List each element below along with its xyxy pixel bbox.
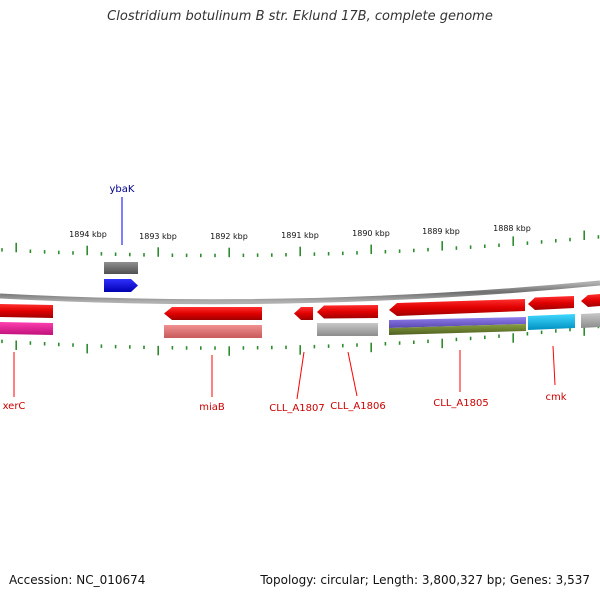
CLL_A1806-annotation-block[interactable] — [317, 323, 378, 336]
ruler-label-1894: 1894 kbp — [69, 230, 107, 239]
genome-stats-text: Topology: circular; Length: 3,800,327 bp… — [260, 573, 590, 587]
cmk-gene-arrow[interactable] — [528, 296, 574, 310]
miaB-gene-arrow[interactable] — [164, 307, 262, 320]
cmk-leader-line — [552, 345, 556, 386]
edge-gene-arrow[interactable] — [581, 294, 600, 307]
CLL_A1805-gene-arrow[interactable] — [389, 299, 525, 316]
cmk-label[interactable]: cmk — [545, 392, 566, 403]
CLL_A1805-annotation-block-2[interactable] — [389, 324, 526, 335]
accession-text: Accession: NC_010674 — [9, 573, 146, 587]
genome-backbone — [0, 280, 600, 305]
ruler-label-1892: 1892 kbp — [210, 232, 248, 241]
ybaK-annotation-block[interactable] — [104, 262, 138, 274]
CLL_A1806-leader-line — [347, 351, 358, 397]
cmk-annotation-block[interactable] — [528, 314, 575, 330]
CLL_A1807-label[interactable]: CLL_A1807 — [269, 403, 324, 414]
ybaK-gene-arrow[interactable] — [104, 279, 138, 292]
CLL_A1805-label[interactable]: CLL_A1805 — [433, 398, 488, 409]
ruler-label-1891: 1891 kbp — [281, 231, 319, 240]
miaB-label[interactable]: miaB — [199, 402, 225, 413]
xerC-gene-arrow[interactable] — [0, 304, 53, 318]
ruler-label-1889: 1889 kbp — [422, 227, 460, 236]
map-title: Clostridium botulinum B str. Eklund 17B,… — [107, 9, 493, 24]
ruler-label-1893: 1893 kbp — [139, 232, 177, 241]
ybaK-label[interactable]: ybaK — [110, 184, 135, 195]
CLL_A1806-gene-arrow[interactable] — [317, 305, 378, 319]
tick-marks-upper — [1, 230, 600, 258]
xerC-label[interactable]: xerC — [3, 401, 26, 412]
edge-annotation-block[interactable] — [581, 313, 600, 328]
xerC-annotation-block[interactable] — [0, 322, 53, 335]
miaB-annotation-block[interactable] — [164, 325, 262, 338]
ruler-label-1890: 1890 kbp — [352, 229, 390, 238]
CLL_A1806-label[interactable]: CLL_A1806 — [330, 401, 385, 412]
CLL_A1807-leader-line — [296, 351, 305, 400]
CLL_A1807-gene-arrow[interactable] — [294, 307, 313, 320]
tick-marks-lower — [1, 324, 600, 356]
CLL_A1805-annotation-block-1[interactable] — [389, 317, 526, 328]
ruler-label-1888: 1888 kbp — [493, 224, 531, 233]
